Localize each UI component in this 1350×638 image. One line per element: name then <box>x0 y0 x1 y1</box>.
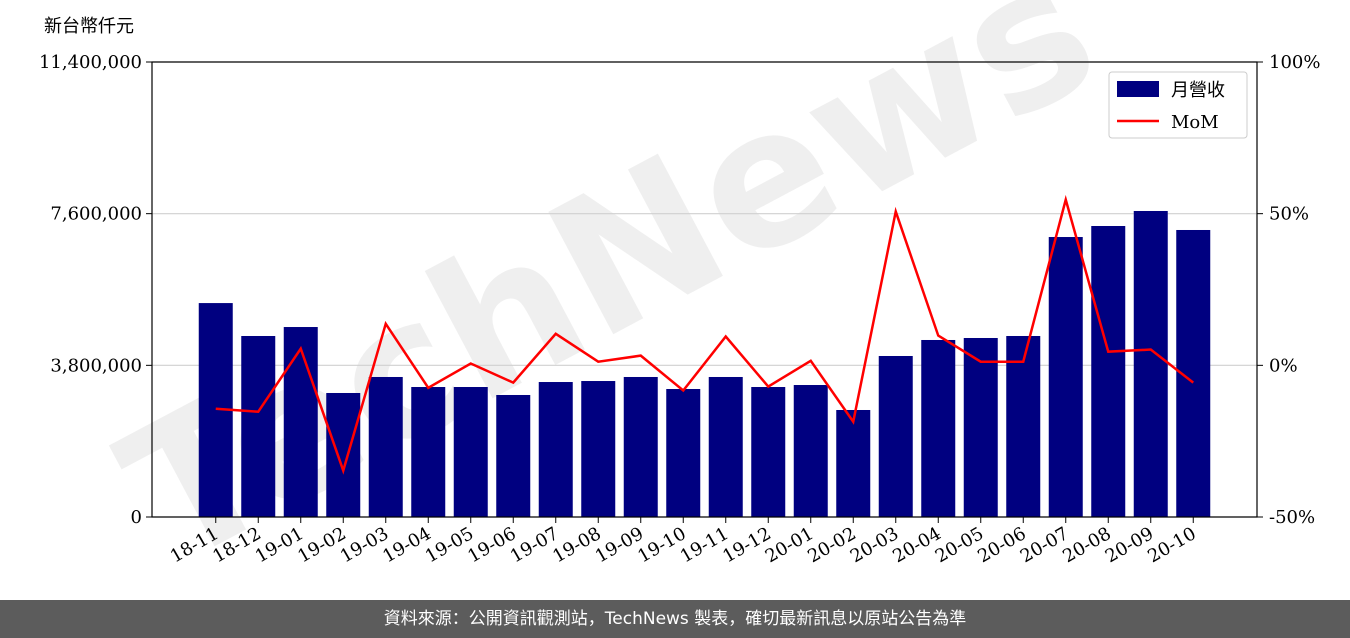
x-tick-label: 19-08 <box>549 523 604 567</box>
y2-tick-label: 50% <box>1269 204 1309 225</box>
x-tick-label: 20-06 <box>974 523 1029 567</box>
bar <box>1006 335 1041 517</box>
x-tick-label: 19-09 <box>592 523 647 567</box>
bar <box>878 355 913 517</box>
legend-label: 月營收 <box>1171 80 1225 101</box>
bar <box>708 376 743 517</box>
bar <box>666 389 701 517</box>
x-tick-label: 19-12 <box>719 523 774 567</box>
y-tick-label: 3,800,000 <box>50 355 142 376</box>
x-tick-label: 20-03 <box>847 523 902 567</box>
y-axis-label: 新台幣仟元 <box>44 16 134 37</box>
plot-frame <box>151 61 1258 518</box>
x-tick-label: 19-11 <box>677 523 732 567</box>
y-tick-label: 11,400,000 <box>39 52 142 73</box>
x-tick-label: 19-04 <box>379 523 434 567</box>
x-tick-label: 20-05 <box>932 523 987 567</box>
bar <box>1091 225 1126 517</box>
chart: 新台幣仟元 TechNews 03,800,0007,600,00011,400… <box>39 0 1321 600</box>
bar <box>453 387 488 517</box>
x-tick-label: 19-05 <box>422 523 477 567</box>
y-tick-label: 0 <box>131 507 142 528</box>
x-tick-label: 20-01 <box>762 523 817 567</box>
bar <box>1133 210 1168 517</box>
x-tick-label: 20-09 <box>1102 523 1157 567</box>
line <box>215 194 1195 475</box>
bar <box>921 339 956 517</box>
bar <box>411 387 446 517</box>
bar <box>581 381 616 517</box>
bar <box>623 376 658 517</box>
x-tick-label: 20-04 <box>889 523 944 567</box>
bar <box>1048 237 1083 517</box>
bar <box>368 376 403 517</box>
bar <box>751 387 786 517</box>
x-tick-label: 20-10 <box>1144 523 1199 567</box>
x-tick-label: 19-07 <box>507 523 562 567</box>
footer: 資料來源：公開資訊觀測站，TechNews 製表，確切最新訊息以原站公告為準 <box>0 600 1350 638</box>
bar <box>538 382 573 517</box>
legend-label: MoM <box>1171 112 1219 133</box>
legend-swatch <box>1117 81 1159 97</box>
x-tick-label: 19-06 <box>464 523 519 567</box>
y2-tick-label: 100% <box>1269 52 1320 73</box>
bar <box>793 385 828 517</box>
bar <box>836 409 871 517</box>
bar <box>496 394 531 517</box>
x-tick-label: 20-07 <box>1017 523 1072 567</box>
x-tick-label: 19-03 <box>337 523 392 567</box>
x-tick-label: 20-02 <box>804 523 859 567</box>
bar <box>963 337 998 517</box>
bar <box>241 335 276 517</box>
y2-tick-label: 0% <box>1269 355 1298 376</box>
x-tick-label: 20-08 <box>1059 523 1114 567</box>
y2-tick-label: -50% <box>1269 507 1315 528</box>
x-tick-label: 19-10 <box>634 523 689 567</box>
bar <box>326 392 361 517</box>
y-tick-label: 7,600,000 <box>50 204 142 225</box>
bar <box>283 327 318 517</box>
